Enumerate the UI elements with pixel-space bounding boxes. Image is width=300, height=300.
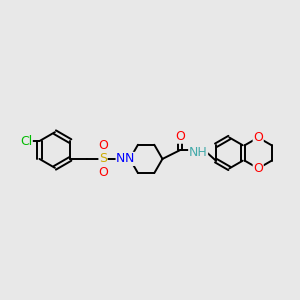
Text: N: N	[125, 152, 134, 165]
Text: Cl: Cl	[20, 135, 32, 148]
Text: O: O	[253, 131, 263, 144]
Text: O: O	[98, 166, 108, 179]
Text: O: O	[98, 139, 108, 152]
Text: N: N	[116, 152, 125, 165]
Text: S: S	[99, 152, 107, 165]
Text: O: O	[176, 130, 185, 143]
Text: NH: NH	[189, 146, 208, 160]
Text: O: O	[253, 162, 263, 175]
